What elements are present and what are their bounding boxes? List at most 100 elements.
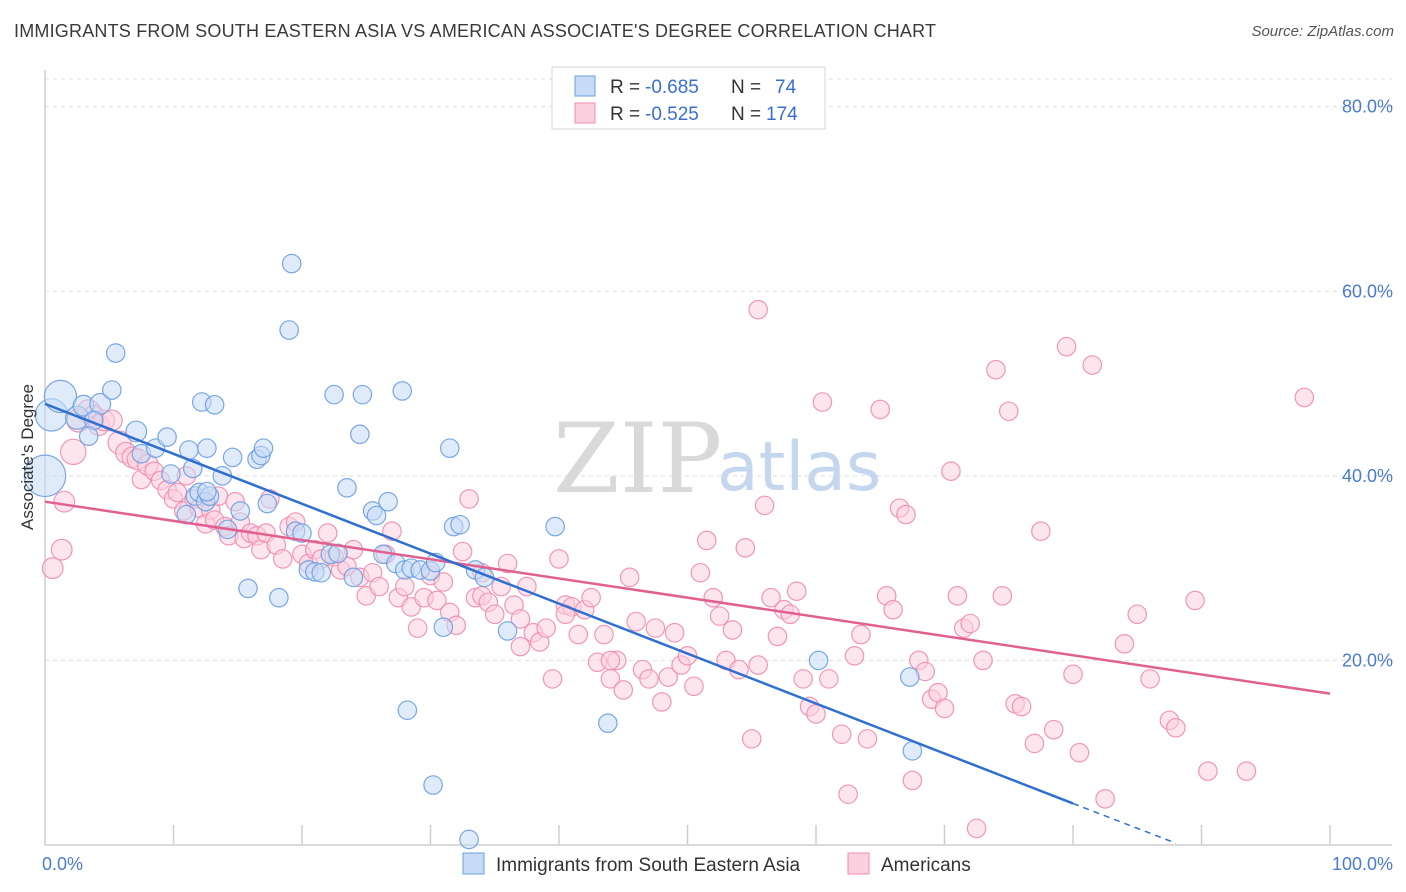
americans-point-104	[684, 676, 704, 697]
immigrants-point-37	[281, 253, 302, 274]
americans-point-94	[619, 567, 640, 588]
americans-point-174	[600, 650, 621, 671]
chart-title: IMMIGRANTS FROM SOUTH EASTERN ASIA VS AM…	[14, 21, 937, 41]
americans-point-147	[973, 650, 993, 671]
americans-point-136	[902, 770, 923, 791]
americans-point-116	[761, 587, 781, 608]
americans-point-141	[934, 698, 955, 719]
y-tick-labels: 20.0% 40.0% 60.0% 80.0%	[1342, 97, 1393, 671]
grid-lines	[45, 78, 1392, 661]
immigrants-point-36	[279, 320, 299, 340]
americans-point-149	[992, 586, 1013, 606]
bottom-legend-label-americans: Americans	[881, 855, 971, 876]
americans-point-160	[1095, 789, 1115, 809]
x-axis-ticks	[172, 825, 1331, 845]
bottom-legend-label-immigrants: Immigrants from South Eastern Asia	[496, 855, 801, 876]
x-tick-label-max: 100.0%	[1332, 854, 1393, 874]
americans-point-47	[317, 523, 338, 543]
immigrants-point-44	[324, 384, 344, 405]
immigrants-point-22	[197, 481, 217, 502]
americans-point-88	[581, 587, 601, 608]
americans-point-128	[844, 646, 865, 666]
immigrants-point-69	[423, 775, 443, 795]
americans-point-99	[651, 692, 672, 712]
americans-point-127	[838, 784, 858, 805]
americans-point-129	[851, 624, 871, 645]
americans-point-1	[50, 538, 73, 561]
immigrants-point-29	[230, 501, 251, 521]
immigrants-point-64	[450, 514, 470, 535]
immigrants-point-8	[102, 380, 122, 400]
series-immigrants-points	[23, 253, 923, 850]
legend-n-label-1: N =	[731, 77, 761, 98]
legend-n-value-1: 74	[775, 77, 797, 98]
y-tick-label-1: 40.0%	[1342, 466, 1393, 486]
trend-lines	[44, 402, 1331, 844]
legend-n-value-2: 174	[766, 104, 798, 125]
americans-point-108	[709, 606, 730, 626]
americans-point-68	[452, 541, 473, 562]
americans-point-97	[639, 669, 659, 689]
americans-point-90	[594, 624, 614, 645]
americans-point-169	[1294, 387, 1315, 408]
immigrants-point-34	[257, 493, 278, 514]
immigrants-point-28	[222, 447, 243, 468]
immigrants-point-72	[545, 516, 565, 537]
americans-point-148	[986, 359, 1006, 380]
americans-point-59	[394, 576, 415, 597]
americans-point-163	[1140, 669, 1160, 689]
americans-point-101	[664, 622, 685, 643]
immigrants-point-25	[197, 438, 217, 458]
americans-point-61	[407, 618, 428, 638]
immigrants-trend-line	[44, 402, 1074, 805]
americans-point-110	[722, 620, 743, 640]
bottom-legend: Immigrants from South Eastern Asia Ameri…	[462, 852, 971, 876]
americans-point-161	[1114, 634, 1135, 654]
source-credit: Source: ZipAtlas.com	[1251, 23, 1394, 40]
immigrants-point-51	[366, 505, 387, 526]
y-tick-label-0: 20.0%	[1342, 650, 1393, 670]
americans-point-131	[870, 399, 891, 420]
legend-box: R = -0.685 N = 74 R = -0.525 N = 174	[551, 66, 826, 130]
y-tick-label-2: 60.0%	[1342, 281, 1393, 301]
legend-n-label-2: N =	[731, 104, 761, 125]
americans-point-133	[883, 599, 903, 620]
immigrants-point-2	[23, 454, 67, 498]
americans-point-82	[542, 669, 563, 689]
legend-r-value-1: -0.685	[645, 77, 699, 98]
americans-point-121	[793, 669, 813, 689]
americans-point-143	[947, 586, 968, 606]
watermark-atlas: atlas	[717, 428, 881, 507]
y-tick-label-3: 80.0%	[1342, 97, 1393, 117]
immigrants-point-30	[238, 578, 258, 599]
americans-point-105	[690, 562, 711, 583]
americans-point-156	[1056, 336, 1077, 357]
americans-point-153	[1024, 733, 1045, 754]
immigrants-point-42	[311, 562, 332, 583]
y-axis-label: Associate's Degree	[18, 384, 37, 530]
legend-r-label-1: R =	[610, 77, 640, 98]
americans-point-155	[1043, 719, 1064, 740]
americans-point-112	[735, 538, 756, 558]
americans-point-65	[433, 572, 454, 592]
legend-swatch-blue	[574, 75, 596, 97]
legend-swatch-pink	[574, 102, 596, 124]
americans-point-106	[696, 530, 717, 551]
americans-point-3	[60, 438, 87, 466]
americans-point-142	[941, 461, 961, 482]
immigrants-point-46	[337, 478, 357, 498]
immigrants-point-39	[292, 523, 312, 543]
americans-point-125	[819, 669, 839, 689]
immigrants-point-47	[343, 567, 364, 588]
immigrants-point-24	[204, 394, 225, 415]
americans-point-150	[998, 401, 1019, 422]
immigrants-point-13	[157, 427, 177, 447]
americans-point-170	[748, 299, 768, 320]
americans-point-126	[831, 724, 852, 745]
series-americans-points	[41, 299, 1315, 839]
immigrants-point-49	[352, 384, 373, 405]
immigrants-point-45	[328, 543, 348, 564]
americans-point-124	[812, 392, 833, 412]
americans-point-135	[896, 504, 916, 525]
